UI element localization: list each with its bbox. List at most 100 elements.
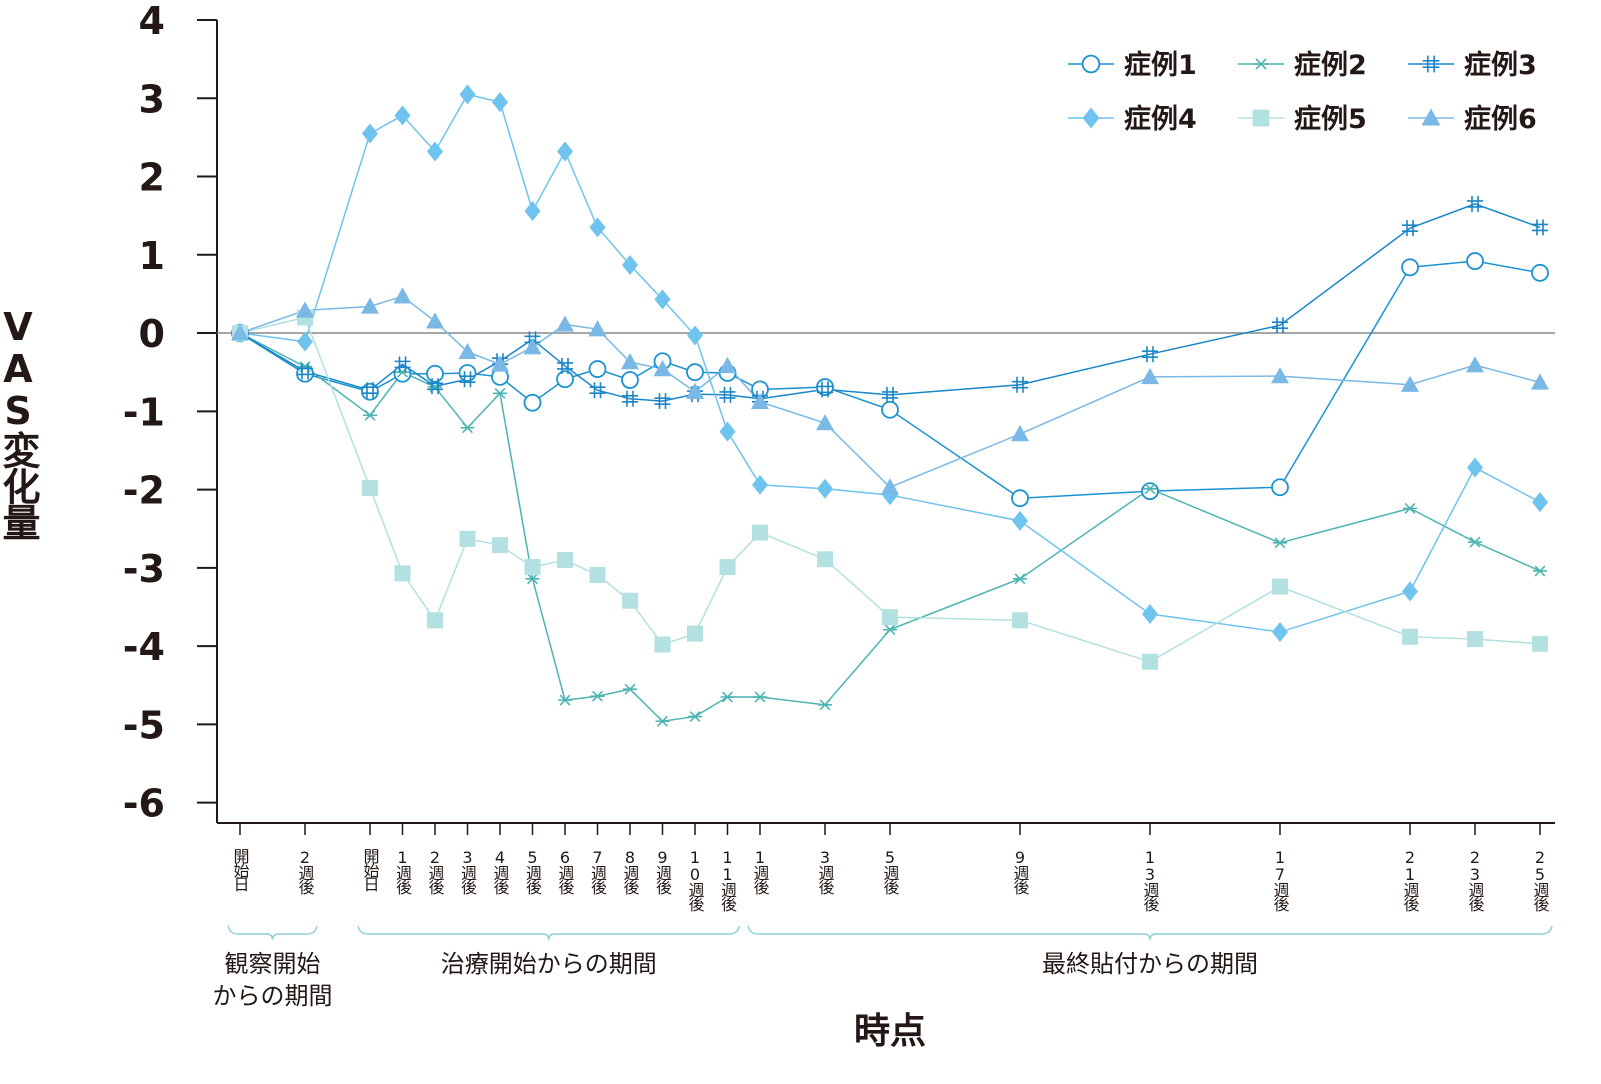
legend-label: 症例2 xyxy=(1294,50,1367,81)
marker xyxy=(523,393,542,412)
marker xyxy=(1533,565,1547,577)
marker xyxy=(719,386,736,403)
legend-label: 症例1 xyxy=(1124,50,1197,81)
y-tick-label: -5 xyxy=(123,703,165,747)
marker xyxy=(817,478,833,499)
marker xyxy=(1402,220,1418,237)
marker xyxy=(753,691,767,703)
marker xyxy=(589,217,606,238)
marker xyxy=(1013,573,1027,585)
marker xyxy=(557,357,573,374)
marker xyxy=(1141,367,1159,385)
marker xyxy=(427,141,443,162)
marker xyxy=(1012,612,1028,629)
group-label: からの期間 xyxy=(213,982,333,1010)
x-tick-label: 17週後 xyxy=(1271,848,1290,912)
y-tick-label: 1 xyxy=(139,234,165,278)
marker xyxy=(1143,483,1157,495)
marker xyxy=(394,356,411,373)
marker xyxy=(817,551,833,568)
marker xyxy=(557,552,573,569)
marker xyxy=(1401,375,1419,392)
marker xyxy=(296,301,314,318)
legend-label: 症例3 xyxy=(1464,50,1537,81)
marker xyxy=(426,312,444,329)
marker xyxy=(622,254,638,275)
marker xyxy=(1467,457,1483,478)
marker xyxy=(687,625,703,642)
marker xyxy=(883,624,897,636)
marker xyxy=(393,364,412,383)
marker xyxy=(1272,622,1288,643)
x-axis-title: 時点 xyxy=(854,1011,926,1052)
marker xyxy=(1142,346,1158,363)
marker xyxy=(752,474,768,495)
marker xyxy=(719,421,736,442)
marker xyxy=(588,320,607,337)
y-tick-label: 3 xyxy=(139,77,165,121)
marker xyxy=(882,609,898,626)
legend-label: 症例5 xyxy=(1294,104,1367,135)
x-tick-label: 2週後 xyxy=(426,848,445,895)
marker xyxy=(718,356,737,374)
x-tick-label: 開始日 xyxy=(361,848,380,892)
marker xyxy=(1271,367,1289,384)
y-tick-label: -4 xyxy=(123,625,165,669)
marker xyxy=(1531,373,1549,390)
marker xyxy=(1466,356,1484,373)
group-bracket xyxy=(747,925,1553,941)
marker xyxy=(1467,195,1483,212)
marker xyxy=(361,297,379,314)
x-tick-label: 1週後 xyxy=(751,848,770,895)
marker xyxy=(653,360,672,377)
group-label: 最終貼付からの期間 xyxy=(1042,950,1258,978)
marker xyxy=(556,370,574,389)
x-tick-label: 11週後 xyxy=(718,848,737,912)
x-tick-label: 3週後 xyxy=(458,848,477,895)
x-tick-label: 5週後 xyxy=(881,848,900,895)
marker xyxy=(719,559,736,576)
marker xyxy=(231,324,249,341)
marker xyxy=(1011,489,1029,508)
marker xyxy=(686,363,704,382)
marker xyxy=(1012,376,1028,393)
marker xyxy=(492,92,508,113)
x-tick-label: 4週後 xyxy=(491,848,510,895)
x-tick-label: 6週後 xyxy=(556,848,575,895)
x-tick-label: 13週後 xyxy=(1141,848,1160,912)
x-tick-label: 25週後 xyxy=(1531,848,1550,912)
marker xyxy=(1253,58,1269,70)
y-tick-label: -3 xyxy=(123,547,165,591)
marker xyxy=(459,530,476,547)
marker xyxy=(1532,219,1548,236)
marker xyxy=(556,315,574,332)
marker xyxy=(816,414,834,431)
marker xyxy=(654,393,671,410)
marker xyxy=(524,331,541,348)
marker xyxy=(686,382,704,399)
marker xyxy=(588,360,607,378)
group-bracket xyxy=(227,925,318,941)
marker xyxy=(459,371,476,388)
marker xyxy=(1272,317,1288,334)
marker xyxy=(589,382,606,399)
marker xyxy=(362,480,378,497)
marker xyxy=(720,691,735,703)
marker xyxy=(1421,108,1441,126)
marker xyxy=(687,325,703,346)
marker xyxy=(524,200,541,221)
marker xyxy=(427,612,443,629)
marker xyxy=(621,371,639,389)
group-label: 観察開始 xyxy=(225,950,321,978)
marker xyxy=(1401,258,1419,277)
marker xyxy=(654,289,671,310)
marker xyxy=(1466,252,1484,270)
marker xyxy=(1532,492,1548,513)
marker xyxy=(361,382,379,401)
legend-label: 症例4 xyxy=(1124,104,1197,135)
marker xyxy=(1012,510,1028,531)
marker xyxy=(752,524,768,541)
y-tick-label: 4 xyxy=(139,0,165,43)
marker xyxy=(1011,425,1029,442)
marker xyxy=(362,123,378,144)
